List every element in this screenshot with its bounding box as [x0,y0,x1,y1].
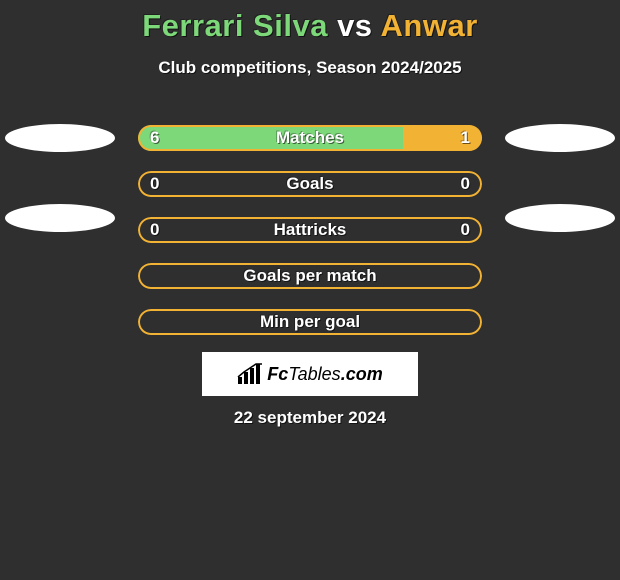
stat-left-value: 0 [150,217,159,243]
stat-row: Min per goal [0,302,620,348]
stat-bar: Goals per match [138,263,482,289]
stat-bar-border [138,217,482,243]
stat-bar-border [138,263,482,289]
logo-bars-icon [237,363,263,385]
stat-label: Hattricks [138,217,482,243]
stat-label: Goals per match [138,263,482,289]
stat-bar: 0 0Goals [138,171,482,197]
stat-row: 0 0Goals [0,164,620,210]
player1-avatar-placeholder [5,124,115,152]
date-label: 22 september 2024 [0,408,620,428]
logo-part-tables: Tables [288,364,340,384]
player1-name: Ferrari Silva [142,8,328,43]
comparison-infographic: Ferrari Silva vs Anwar Club competitions… [0,0,620,580]
stat-bar-border [138,171,482,197]
page-title: Ferrari Silva vs Anwar [0,0,620,44]
stat-label: Min per goal [138,309,482,335]
subtitle: Club competitions, Season 2024/2025 [0,58,620,78]
stat-row: Goals per match [0,256,620,302]
player2-name: Anwar [381,8,478,43]
stat-bar: 61Matches [138,125,482,151]
stat-bar: Min per goal [138,309,482,335]
stat-bar-border [138,309,482,335]
stat-rows: 61Matches00Goals00HattricksGoals per mat… [0,118,620,348]
stat-row: 0 0Hattricks [0,210,620,256]
stat-row: 61Matches [0,118,620,164]
stat-bar-right-fill [403,125,482,151]
stat-left-value: 0 [150,171,159,197]
stat-right-value: 0 [461,171,470,197]
player2-avatar-placeholder [505,124,615,152]
stat-right-value: 0 [461,217,470,243]
fctables-logo: FcTables.com [202,352,418,396]
logo-part-dotcom: .com [341,364,383,384]
logo-text: FcTables.com [267,364,382,385]
stat-bar: 0 0Hattricks [138,217,482,243]
stat-label: Goals [138,171,482,197]
stat-bar-left-fill [138,125,403,151]
logo-part-fc: Fc [267,364,288,384]
vs-separator: vs [337,8,372,43]
